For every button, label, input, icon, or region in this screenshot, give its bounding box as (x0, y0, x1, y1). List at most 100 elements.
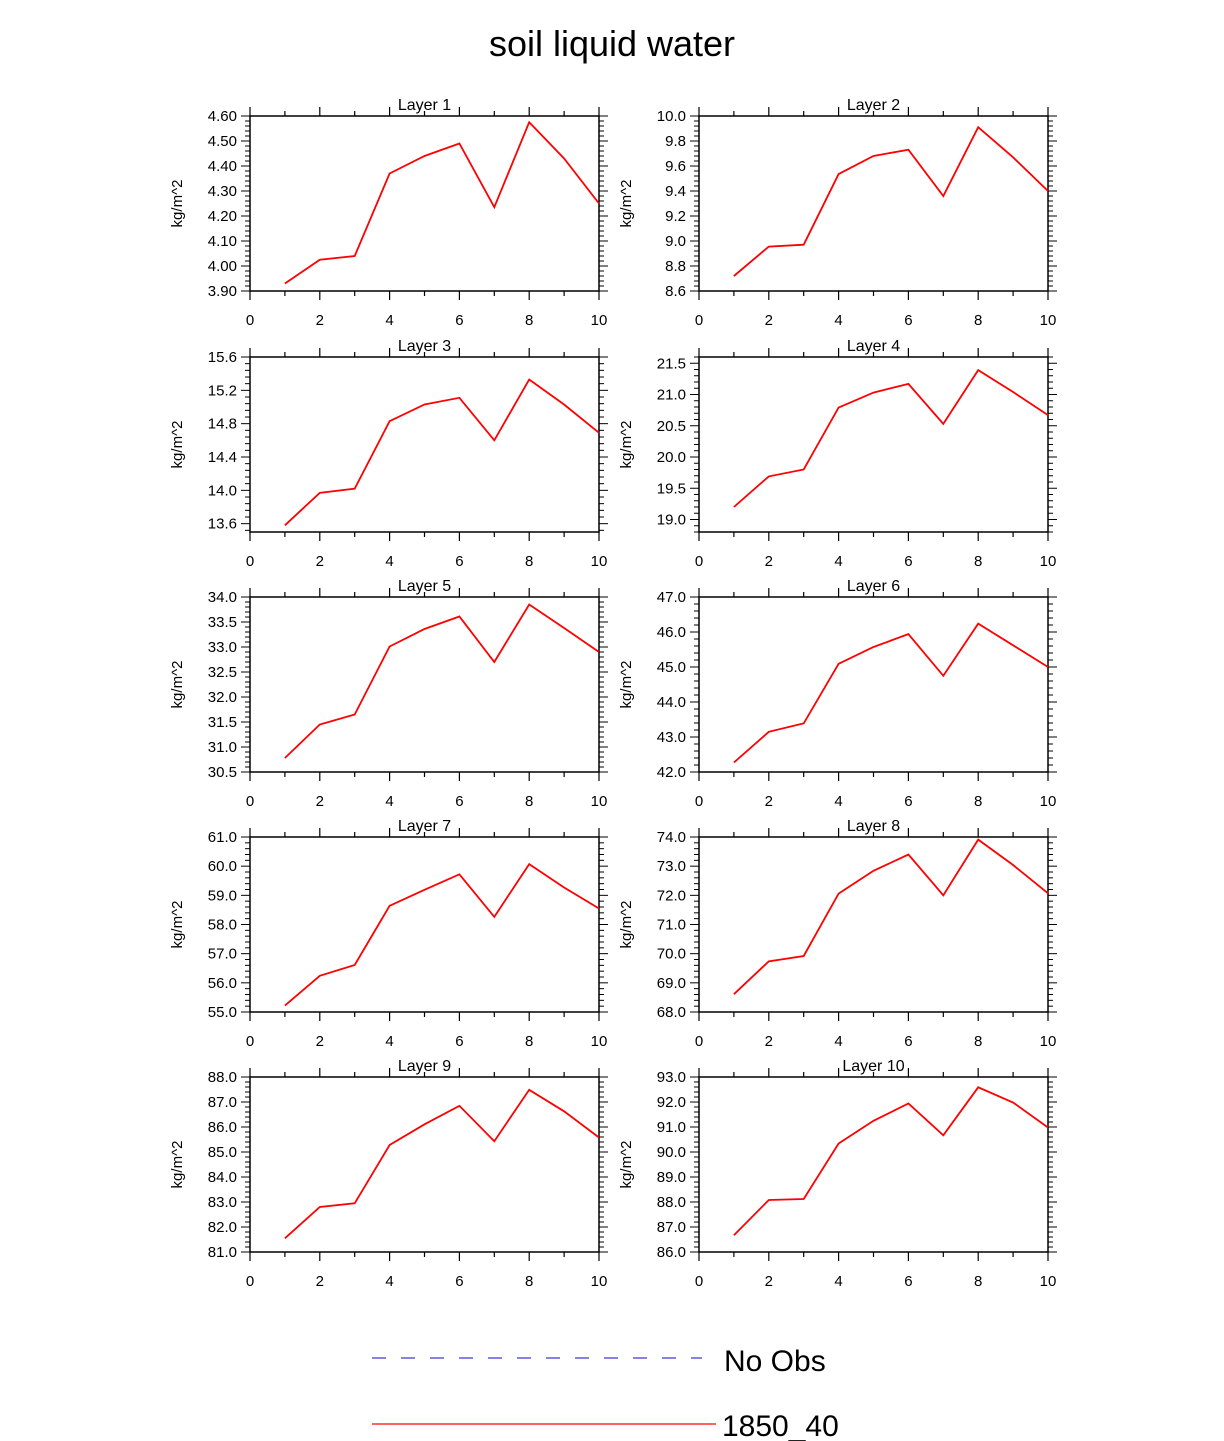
panel-layer-6: Layer 6 kg/m^2 0 2 4 6 8 10 42.0 43.0 44.0 45.0 46.0… (618, 578, 1057, 810)
x-tick-label: 10 (1040, 1273, 1057, 1290)
y-tick-label: 57.0 (208, 946, 237, 963)
x-tick-label: 6 (455, 1273, 463, 1290)
y-tick-label: 8.8 (665, 258, 686, 275)
y-axis-label: kg/m^2 (618, 661, 635, 709)
y-tick-label: 19.5 (657, 480, 686, 497)
x-tick-label: 0 (695, 1273, 703, 1290)
y-tick-label: 4.50 (208, 133, 237, 150)
x-tick-label: 0 (246, 793, 254, 810)
y-axis-label: kg/m^2 (618, 180, 635, 228)
y-tick-label: 4.10 (208, 233, 237, 250)
y-tick-label: 44.0 (657, 694, 686, 711)
x-tick-label: 8 (525, 553, 533, 570)
y-tick-label: 87.0 (208, 1094, 237, 1111)
x-tick-label: 4 (385, 553, 393, 570)
y-tick-label: 4.60 (208, 108, 237, 125)
x-tick-label: 10 (591, 1273, 608, 1290)
y-tick-label: 71.0 (657, 917, 686, 934)
x-tick-label: 2 (316, 553, 324, 570)
x-tick-label: 6 (455, 312, 463, 329)
plot-frame (698, 1076, 1049, 1253)
x-tick-label: 6 (904, 793, 912, 810)
x-tick-label: 2 (765, 1273, 773, 1290)
plot-frame (249, 596, 600, 773)
y-tick-label: 88.0 (208, 1069, 237, 1086)
y-tick-label: 3.90 (208, 283, 237, 300)
series-line-1850-40 (284, 378, 600, 526)
x-tick-label: 6 (455, 1033, 463, 1050)
y-tick-label: 89.0 (657, 1169, 686, 1186)
y-tick-label: 60.0 (208, 858, 237, 875)
panel-layer-3: Layer 3 kg/m^2 0 2 4 6 8 10 13.6 14.0 14.4 14.8 15.2… (169, 338, 608, 570)
panel-title: Layer 6 (847, 578, 900, 595)
y-tick-label: 9.2 (665, 208, 686, 225)
y-axis-label: kg/m^2 (169, 901, 186, 949)
panel-layer-7: Layer 7 kg/m^2 0 2 4 6 8 10 55.0 56.0 57.0 58.0 59.0… (169, 818, 608, 1050)
y-tick-label: 15.6 (208, 349, 237, 366)
x-tick-label: 10 (591, 312, 608, 329)
y-tick-label: 20.0 (657, 449, 686, 466)
y-axis-label: kg/m^2 (618, 901, 635, 949)
plot-frame (249, 1076, 600, 1253)
panel-title: Layer 8 (847, 818, 900, 835)
y-tick-label: 90.0 (657, 1144, 686, 1161)
y-tick-label: 69.0 (657, 975, 686, 992)
y-axis-label: kg/m^2 (169, 180, 186, 228)
y-tick-label: 32.0 (208, 689, 237, 706)
x-tick-label: 10 (591, 553, 608, 570)
x-tick-label: 6 (455, 793, 463, 810)
plot-frame (249, 836, 600, 1013)
x-tick-label: 10 (591, 793, 608, 810)
y-tick-label: 33.0 (208, 639, 237, 656)
y-tick-label: 34.0 (208, 589, 237, 606)
series-line-1850-40 (733, 838, 1049, 995)
x-tick-label: 2 (765, 793, 773, 810)
x-tick-label: 8 (525, 1033, 533, 1050)
y-tick-label: 15.2 (208, 382, 237, 399)
x-tick-label: 4 (385, 1273, 393, 1290)
x-tick-label: 4 (834, 1273, 842, 1290)
series-line-1850-40 (733, 368, 1049, 508)
x-tick-label: 10 (1040, 793, 1057, 810)
y-tick-label: 86.0 (208, 1119, 237, 1136)
y-tick-label: 68.0 (657, 1004, 686, 1021)
panel-title: Layer 5 (398, 578, 451, 595)
y-tick-label: 21.5 (657, 355, 686, 372)
y-tick-label: 84.0 (208, 1169, 237, 1186)
plot-frame (249, 115, 600, 292)
plot-frame (698, 836, 1049, 1013)
y-tick-label: 73.0 (657, 858, 686, 875)
x-tick-label: 8 (974, 793, 982, 810)
y-tick-label: 31.5 (208, 714, 237, 731)
y-tick-label: 72.0 (657, 887, 686, 904)
y-tick-label: 31.0 (208, 739, 237, 756)
y-axis-label: kg/m^2 (169, 1141, 186, 1189)
y-axis-label: kg/m^2 (169, 661, 186, 709)
x-tick-label: 10 (1040, 1033, 1057, 1050)
y-tick-label: 14.8 (208, 416, 237, 433)
panel-layer-10: Layer 10 kg/m^2 0 2 4 6 8 10 86.0 87.0 88.0 89.0 90.… (618, 1058, 1057, 1290)
series-line-1850-40 (284, 1088, 600, 1239)
x-tick-label: 4 (834, 553, 842, 570)
y-tick-label: 45.0 (657, 659, 686, 676)
x-tick-label: 8 (525, 312, 533, 329)
y-tick-label: 46.0 (657, 624, 686, 641)
x-tick-label: 0 (695, 793, 703, 810)
panel-title: Layer 9 (398, 1058, 451, 1075)
x-tick-label: 6 (904, 312, 912, 329)
series-line-1850-40 (733, 622, 1049, 764)
y-tick-label: 14.0 (208, 482, 237, 499)
y-tick-label: 58.0 (208, 917, 237, 934)
x-tick-label: 0 (695, 553, 703, 570)
x-tick-label: 0 (695, 312, 703, 329)
panel-title: Layer 10 (842, 1058, 904, 1075)
legend: No Obs 1850_40 (372, 1345, 839, 1441)
panel-layer-4: Layer 4 kg/m^2 0 2 4 6 8 10 19.0 19.5 20.0 20.5 21.0… (618, 338, 1057, 570)
x-tick-label: 0 (246, 553, 254, 570)
y-tick-label: 42.0 (657, 764, 686, 781)
x-tick-label: 4 (834, 312, 842, 329)
y-tick-label: 10.0 (657, 108, 686, 125)
x-tick-label: 6 (904, 553, 912, 570)
panel-layer-8: Layer 8 kg/m^2 0 2 4 6 8 10 68.0 69.0 70.0 71.0 72.0… (618, 818, 1057, 1050)
x-tick-label: 2 (765, 553, 773, 570)
